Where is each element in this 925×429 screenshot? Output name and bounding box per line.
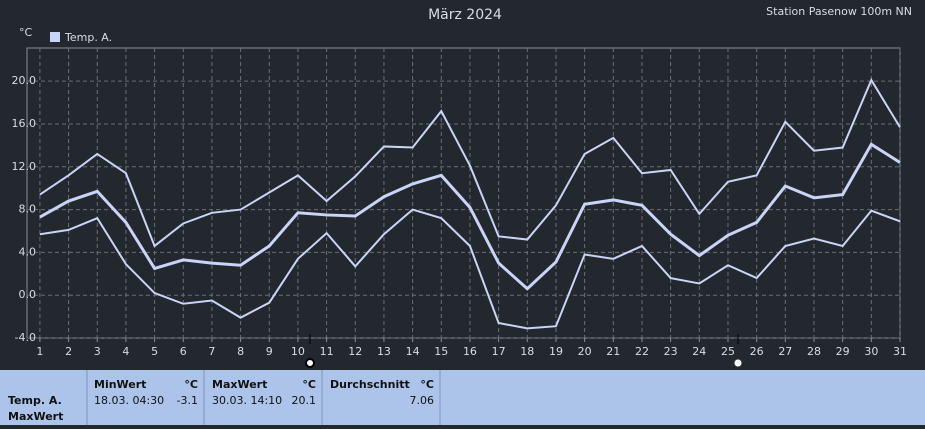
x-tick-label: 24 [692,345,706,358]
x-tick-label: 28 [807,345,821,358]
max-time: 30.03. 14:10 [212,394,282,407]
y-tick-label: 0.0 [19,288,37,301]
max-unit: °C [302,378,316,391]
x-tick-label: 7 [208,345,215,358]
plot-area [26,47,901,339]
x-tick-label: 3 [94,345,101,358]
max-label: MaxWert [212,378,267,391]
x-tick-label: 5 [151,345,158,358]
x-tick-label: 6 [180,345,187,358]
x-tick-label: 26 [750,345,764,358]
min-time: 18.03. 04:30 [94,394,164,407]
y-axis-label: °C [19,26,33,39]
x-tick-label: 20 [578,345,592,358]
x-tick-label: 22 [635,345,649,358]
max-value: 20.1 [292,394,317,407]
x-tick-label: 12 [348,345,362,358]
station: Station Pasenow 100m NN [766,5,912,18]
summary-panel: Temp. A. MaxWert MinWert °C 18.03. 04:30… [0,370,925,425]
x-tick-label: 21 [606,345,620,358]
y-tick-label: 8.0 [19,203,37,216]
x-tick-label: 11 [320,345,334,358]
x-tick-label: 10 [291,345,305,358]
avg-value: 7.06 [410,394,435,407]
min-unit: °C [184,378,198,391]
x-tick-label: 15 [434,345,448,358]
avg-label: Durchschnitt [330,378,410,391]
series-line [39,77,901,248]
series-line [39,208,901,330]
x-tick-label: 31 [893,345,907,358]
y-tick-label: 4.0 [19,245,37,258]
x-tick-label: 17 [492,345,506,358]
x-tick-label: 1 [36,345,43,358]
x-tick-label: 30 [864,345,878,358]
y-tick-label: -4.0 [15,331,36,344]
y-tick-label: 12.0 [12,160,37,173]
x-tick-label: 25 [721,345,735,358]
series-line [39,142,901,291]
x-tick-label: 16 [463,345,477,358]
x-tick-label: 23 [664,345,678,358]
x-tick-label: 18 [520,345,534,358]
marker [305,358,315,368]
x-tick-label: 19 [549,345,563,358]
x-tick-label: 2 [65,345,72,358]
x-tick-label: 13 [377,345,391,358]
marker [733,358,743,368]
x-tick-label: 4 [122,345,129,358]
y-tick-label: 16.0 [12,117,37,130]
series-sub: MaxWert [8,410,63,423]
min-label: MinWert [94,378,146,391]
x-tick-label: 29 [836,345,850,358]
legend-label: Temp. A. [64,31,112,44]
avg-unit: °C [420,378,434,391]
legend-swatch [50,32,60,42]
panel-bg [0,370,925,425]
chart-title: März 2024 [428,7,502,23]
x-tick-label: 27 [778,345,792,358]
x-tick-label: 8 [237,345,244,358]
series-label: Temp. A. [8,394,62,407]
min-value: -3.1 [177,394,198,407]
y-tick-label: 20.0 [12,74,37,87]
x-tick-label: 14 [406,345,420,358]
x-tick-label: 9 [266,345,273,358]
